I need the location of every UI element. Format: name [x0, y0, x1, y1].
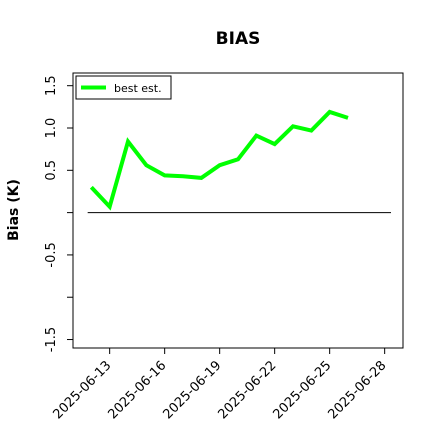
y-tick-label: -1.5 — [44, 327, 59, 352]
y-tick-label: 1.5 — [44, 75, 59, 96]
legend-label-best-est: best est. — [114, 82, 162, 95]
x-tick-label: 2025-06-13 — [50, 358, 114, 422]
y-tick-label: 0.5 — [44, 160, 59, 181]
x-tick-label: 2025-06-25 — [270, 358, 334, 422]
y-tick-label: -0.5 — [44, 242, 59, 267]
series-layer — [89, 109, 349, 211]
y-tick-label: 1.0 — [44, 118, 59, 139]
series-line-best-est — [89, 109, 349, 211]
y-axis: -1.5 -0.5 0.5 1.0 1.5 — [44, 75, 73, 352]
x-axis: 2025-06-132025-06-162025-06-192025-06-22… — [50, 348, 389, 422]
legend-box — [75, 75, 172, 100]
x-tick-label: 2025-06-28 — [325, 358, 389, 422]
y-axis-label: Bias (K) — [6, 179, 22, 241]
legend: best est. — [75, 75, 172, 100]
chart-title: BIAS — [216, 29, 261, 49]
x-tick-label: 2025-06-19 — [160, 358, 224, 422]
plot-frame — [72, 72, 404, 349]
x-tick-label: 2025-06-22 — [215, 358, 279, 422]
x-tick-label: 2025-06-16 — [105, 358, 169, 422]
